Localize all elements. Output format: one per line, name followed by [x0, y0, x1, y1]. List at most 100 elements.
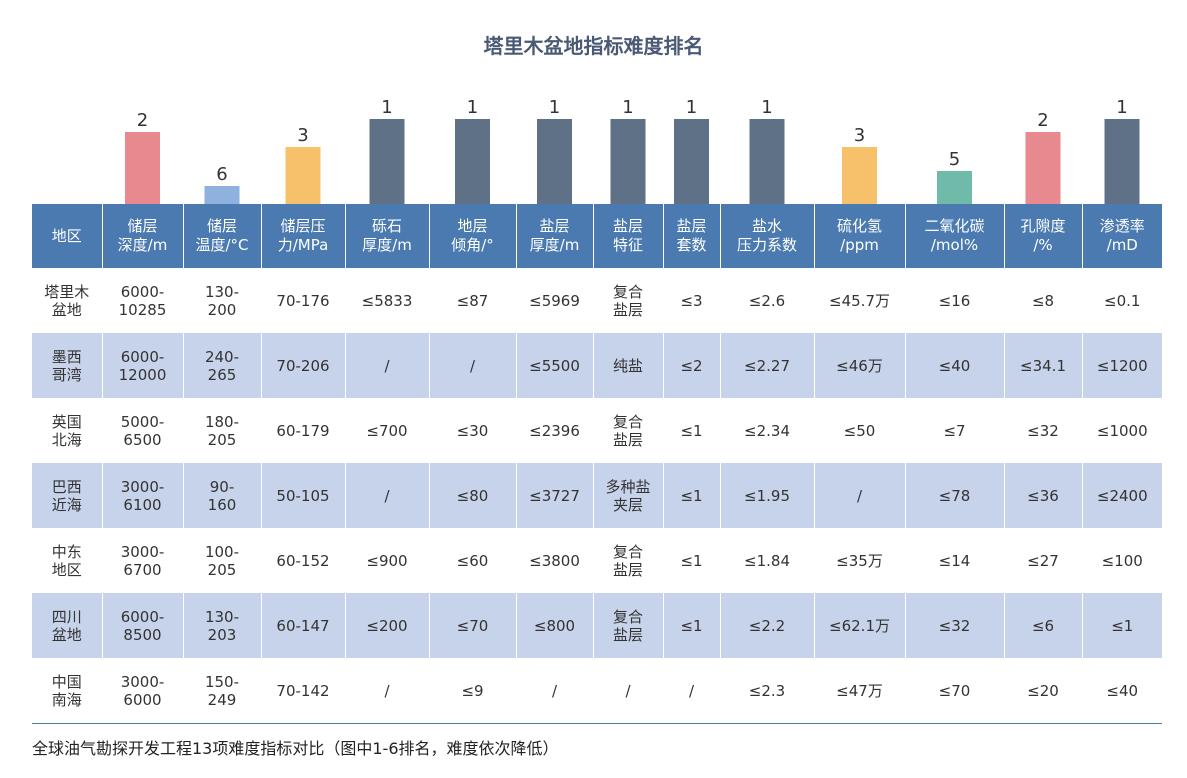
table-cell: ≤70 [904, 658, 1004, 724]
table-cell: ≤47万 [813, 658, 905, 724]
table-cell: 6000- 10285 [101, 268, 183, 333]
table-cell: ≤5969 [515, 268, 593, 333]
rank-label: 1 [467, 97, 478, 118]
table-cell: ≤100 [1081, 528, 1162, 593]
table-cell: ≤1.84 [719, 528, 814, 593]
table-cell: 3000- 6000 [101, 658, 183, 724]
column-header: 盐层 套数 [662, 204, 720, 268]
comparison-table: 地区 储层 深度/m 储层 温度/°C 储层压 力/MPa 砾石 厚度/m 地层 倾角/°… [32, 204, 1162, 724]
table-cell: ≤30 [428, 398, 516, 463]
rank-label: 5 [949, 149, 960, 170]
table-cell: 60-147 [260, 593, 345, 658]
table-cell: 50-105 [260, 463, 345, 528]
column-header: 盐水 压力系数 [719, 204, 814, 268]
table-cell: 复合 盐层 [592, 268, 663, 333]
rank-label: 2 [1037, 110, 1048, 131]
rank-label: 3 [297, 125, 308, 146]
table-cell: ≤1 [662, 528, 720, 593]
table-cell: ≤2.27 [719, 333, 814, 398]
table-cell: 70-176 [260, 268, 345, 333]
table-cell: ≤700 [344, 398, 429, 463]
column-header: 渗透率 /mD [1081, 204, 1162, 268]
chart-title: 塔里木盆地指标难度排名 [483, 34, 704, 58]
table-cell: ≤32 [1003, 398, 1082, 463]
table-cell: ≤2.3 [719, 658, 814, 724]
table-cell: ≤3800 [515, 528, 593, 593]
column-header: 地层 倾角/° [428, 204, 516, 268]
region-cell: 中国 南海 [32, 658, 102, 724]
table-cell: 60-179 [260, 398, 345, 463]
rank-bar [285, 147, 321, 204]
table-cell: ≤7 [904, 398, 1004, 463]
table-cell: 240- 265 [182, 333, 261, 398]
table-cell: ≤1 [1081, 593, 1162, 658]
rank-bar [937, 171, 972, 204]
region-cell: 英国 北海 [32, 398, 102, 463]
table-cell: ≤1000 [1081, 398, 1162, 463]
table-cell: ≤20 [1003, 658, 1082, 724]
column-header: 地区 [32, 204, 102, 268]
table-cell: ≤2.6 [719, 268, 814, 333]
table-cell: 5000- 6500 [101, 398, 183, 463]
table-row: 巴西 近海 3000- 6100 90- 160 50-105/≤80 ≤3727 多种盐… [32, 463, 1162, 528]
table-cell: ≤2396 [515, 398, 593, 463]
rank-bar [204, 186, 240, 204]
column-header: 孔隙度 /% [1003, 204, 1082, 268]
table-cell: ≤1 [662, 593, 720, 658]
table-row: 中东 地区 3000- 6700 100- 205 60-152 ≤900 ≤60 ≤380… [32, 528, 1162, 593]
table-cell: / [662, 658, 720, 724]
table-header-row: 地区 储层 深度/m 储层 温度/°C 储层压 力/MPa 砾石 厚度/m 地层 倾角/°… [32, 204, 1162, 268]
table-cell: ≤50 [813, 398, 905, 463]
table-cell: ≤9 [428, 658, 516, 724]
rank-bar [1104, 119, 1140, 204]
rank-label: 6 [216, 164, 227, 185]
column-header: 储层 深度/m [101, 204, 183, 268]
region-cell: 巴西 近海 [32, 463, 102, 528]
table-cell: ≤5833 [344, 268, 429, 333]
table-cell: / [344, 463, 429, 528]
table-cell: 130- 200 [182, 268, 261, 333]
table-cell: ≤46万 [813, 333, 905, 398]
table-cell: 130- 203 [182, 593, 261, 658]
table-cell: ≤3727 [515, 463, 593, 528]
table-cell: ≤3 [662, 268, 720, 333]
table-cell: 3000- 6100 [101, 463, 183, 528]
table-cell: 纯盐 [592, 333, 663, 398]
rank-label: 1 [381, 97, 392, 118]
table-cell: ≤16 [904, 268, 1004, 333]
table-cell: 100- 205 [182, 528, 261, 593]
table-cell: 3000- 6700 [101, 528, 183, 593]
rank-label: 3 [854, 125, 865, 146]
rank-bar [749, 119, 785, 204]
table-cell: 6000- 8500 [101, 593, 183, 658]
table-cell: ≤2.34 [719, 398, 814, 463]
rank-bar [455, 119, 490, 204]
rank-bar [674, 119, 709, 204]
table-cell: ≤800 [515, 593, 593, 658]
table-cell: ≤34.1 [1003, 333, 1082, 398]
table-cell: 6000- 12000 [101, 333, 183, 398]
table-cell: ≤1.95 [719, 463, 814, 528]
table-cell: ≤36 [1003, 463, 1082, 528]
table-cell: ≤35万 [813, 528, 905, 593]
column-header: 盐层 厚度/m [515, 204, 593, 268]
table-row: 四川 盆地 6000- 8500 130- 203 60-147 ≤200 ≤70 ≤800… [32, 593, 1162, 658]
rank-label: 1 [622, 97, 633, 118]
table-cell: / [344, 658, 429, 724]
table-cell: ≤40 [1081, 658, 1162, 724]
rank-bar [537, 119, 572, 204]
rank-bar [1025, 132, 1061, 204]
table-cell: ≤80 [428, 463, 516, 528]
table-row: 塔里木 盆地 6000- 10285 130- 200 70-176 ≤5833 ≤87 ≤… [32, 268, 1162, 333]
rank-bar-chart: 2 6 3 1 1 1 1 1 1 3 5 2 1 [125, 97, 1140, 204]
table-cell: ≤45.7万 [813, 268, 905, 333]
table-row: 中国 南海 3000- 6000 150- 249 70-142/≤9// / ≤2.3 ≤… [32, 658, 1162, 724]
rank-label: 1 [761, 97, 772, 118]
table-cell: ≤14 [904, 528, 1004, 593]
table-cell: 60-152 [260, 528, 345, 593]
table-cell: ≤27 [1003, 528, 1082, 593]
table-cell: ≤62.1万 [813, 593, 905, 658]
rank-bar [369, 119, 405, 204]
rank-bar [125, 132, 160, 204]
table-cell: / [515, 658, 593, 724]
